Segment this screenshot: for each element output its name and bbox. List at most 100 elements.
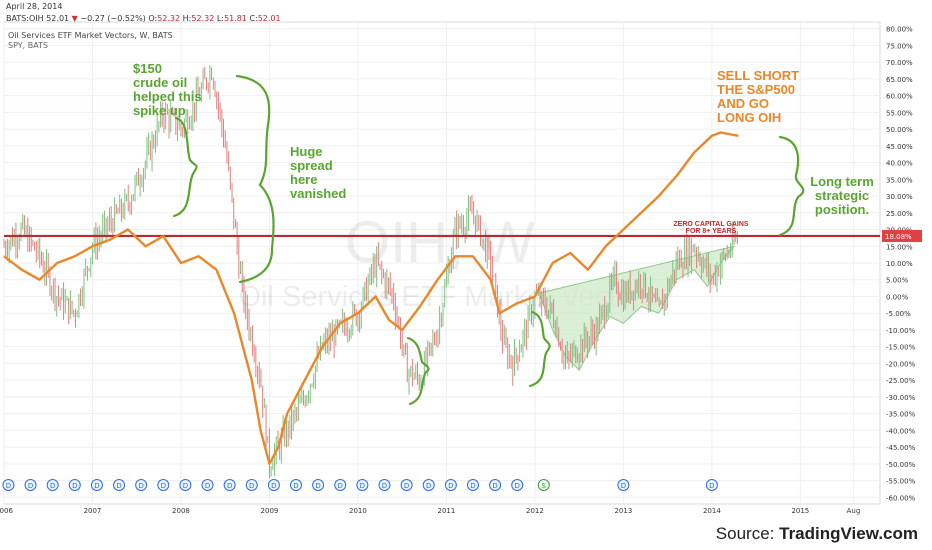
close-value: 52.01 xyxy=(257,14,281,23)
dividend-marker xyxy=(444,479,457,491)
huge-spread-note-line: Huge xyxy=(290,144,323,159)
x-tick-label: 2011 xyxy=(438,507,456,515)
y-tick-label: 45.00% xyxy=(886,143,913,151)
y-tick-label: -35.00% xyxy=(886,411,916,419)
dividend-marker-label: D xyxy=(249,482,254,490)
dividend-marker-label: D xyxy=(338,482,343,490)
y-tick-label: -10.00% xyxy=(886,327,916,335)
price-bars xyxy=(3,65,738,479)
dividend-marker-label: D xyxy=(72,482,77,490)
quote-line: BATS:OIH 52.01 ▼ −0.27 (−0.52%) O:52.32 … xyxy=(6,14,281,23)
dividend-marker xyxy=(489,479,502,491)
long-term-note-line: strategic xyxy=(815,188,869,203)
dividend-marker xyxy=(400,479,413,491)
x-tick-label: 2008 xyxy=(172,507,190,515)
y-tick-label: -15.00% xyxy=(886,344,916,352)
y-tick-label: 10.00% xyxy=(886,260,913,268)
dividend-marker-label: D xyxy=(138,482,143,490)
y-tick-label: 65.00% xyxy=(886,76,913,84)
x-tick-label: 2010 xyxy=(349,507,367,515)
dividend-marker xyxy=(466,479,479,491)
dividend-marker-label: D xyxy=(709,482,714,490)
dividend-marker-label: D xyxy=(492,482,497,490)
x-tick-label: 2013 xyxy=(614,507,632,515)
dividend-marker xyxy=(511,479,524,491)
y-tick-label: 80.00% xyxy=(886,26,913,34)
chart-title: Oil Services ETF Market Vectors, W, BATS xyxy=(8,31,173,40)
dividend-marker-label: D xyxy=(293,482,298,490)
x-tick-label: 2006 xyxy=(0,507,13,515)
y-tick-label: -60.00% xyxy=(886,494,916,502)
y-tick-label: 0.00% xyxy=(886,293,909,301)
y-tick-label: 55.00% xyxy=(886,109,913,117)
zero-gains-note-line: ZERO CAPITAL GAINS xyxy=(673,221,749,228)
y-tick-label: -55.00% xyxy=(886,478,916,486)
dividend-marker-label: D xyxy=(183,482,188,490)
long-term-note-line: Long term xyxy=(810,174,874,189)
huge-spread-note-line: spread xyxy=(290,158,333,173)
dividend-marker-label: D xyxy=(360,482,365,490)
source-credit: Source: TradingView.com xyxy=(716,524,918,544)
change-down-icon: ▼ xyxy=(71,14,78,23)
dividend-marker xyxy=(422,479,435,491)
dividend-marker xyxy=(245,479,258,491)
dividend-marker-label: D xyxy=(227,482,232,490)
brace-2010 xyxy=(406,336,430,406)
dividend-marker xyxy=(68,479,81,491)
x-tick-label: 2015 xyxy=(791,507,809,515)
dividend-marker xyxy=(46,479,59,491)
brace-crude xyxy=(172,116,198,218)
y-tick-label: 5.00% xyxy=(886,277,909,285)
dividend-marker-label: D xyxy=(205,482,210,490)
compare-symbol: SPY, BATS xyxy=(8,41,49,50)
dividend-marker-label: D xyxy=(315,482,320,490)
x-tick-label: 2014 xyxy=(703,507,721,515)
compare-line xyxy=(3,131,739,465)
long-term-note-line: position. xyxy=(815,202,869,217)
dividend-marker xyxy=(356,479,369,491)
dividend-marker xyxy=(290,479,302,491)
source-prefix: Source: xyxy=(715,524,775,543)
dividend-marker-label: D xyxy=(470,482,475,490)
source-brand: TradingView.com xyxy=(779,524,918,543)
dividend-marker xyxy=(201,479,214,491)
x-tick-label: Aug xyxy=(847,507,861,515)
y-tick-label: 75.00% xyxy=(886,42,913,50)
y-tick-label: -45.00% xyxy=(886,444,916,452)
dividend-marker-label: D xyxy=(515,482,520,490)
dividend-marker-label: D xyxy=(382,482,387,490)
crude-oil-note-line: $150 xyxy=(133,61,162,76)
dividend-marker-label: D xyxy=(50,482,55,490)
symbol-label: BATS:OIH xyxy=(6,14,44,23)
dividend-marker-label: D xyxy=(94,482,99,490)
sell-short-note-line: SELL SHORT xyxy=(717,68,799,83)
crude-oil-note-line: helped this xyxy=(133,89,202,104)
high-label: H: xyxy=(182,14,192,23)
last-price: 52.01 xyxy=(46,14,70,23)
dividend-marker-label: D xyxy=(448,482,453,490)
y-tick-label: 50.00% xyxy=(886,126,913,134)
y-tick-label: -20.00% xyxy=(886,360,916,368)
close-label: C: xyxy=(249,14,258,23)
dividend-marker xyxy=(2,479,15,491)
date-label: April 28, 2014 xyxy=(6,2,63,11)
y-tick-label: -25.00% xyxy=(886,377,916,385)
y-tick-label: 30.00% xyxy=(886,193,913,201)
dividend-marker xyxy=(223,479,236,491)
y-tick-label: -5.00% xyxy=(886,310,911,318)
y-tick-label: 70.00% xyxy=(886,59,913,67)
y-tick-label: 25.00% xyxy=(886,210,913,218)
dividend-marker xyxy=(135,479,148,491)
dividend-marker xyxy=(157,479,170,491)
low-label: L: xyxy=(216,14,224,23)
x-tick-label: 2007 xyxy=(84,507,102,515)
dividend-marker xyxy=(179,479,192,491)
current-value-label: 18.08% xyxy=(885,233,912,241)
split-marker xyxy=(537,479,550,491)
y-tick-label: -50.00% xyxy=(886,461,916,469)
huge-spread-note-line: here xyxy=(290,172,317,187)
high-value: 52.32 xyxy=(191,14,215,23)
dividend-marker xyxy=(113,479,126,491)
dividend-marker-label: D xyxy=(28,482,33,490)
